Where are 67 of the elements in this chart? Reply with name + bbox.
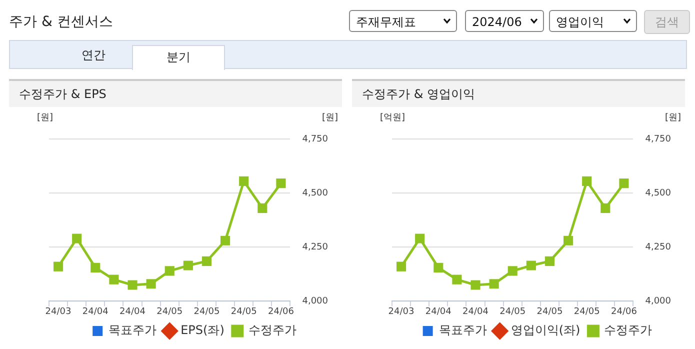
y2-tick-label: 4,250 xyxy=(302,242,328,252)
x-tick-label: 24/03 xyxy=(388,306,414,317)
text: 주가 & 컨센서스 xyxy=(9,13,113,31)
point xyxy=(564,236,574,246)
x-tick-label: 24/06 xyxy=(610,306,638,317)
point xyxy=(128,280,138,290)
x-tick-label: 24/06 xyxy=(268,306,294,317)
legend-label: 수정주가 xyxy=(248,323,296,338)
y-axis-title: [억원] xyxy=(380,112,406,123)
point xyxy=(258,203,268,213)
x-tick-label: 24/05 xyxy=(194,306,220,317)
legend-label: 목표주가 xyxy=(438,323,487,338)
chart-title: 수정주가 & EPS xyxy=(9,81,342,107)
x-tick-label: 24/04 xyxy=(120,306,146,317)
legend-label: 수정주가 xyxy=(604,323,652,338)
point xyxy=(239,176,249,186)
x-tick-label: 24/04 xyxy=(462,306,489,317)
point xyxy=(146,279,156,289)
text: 영업이익 xyxy=(556,14,604,31)
point xyxy=(582,176,592,186)
point xyxy=(183,260,193,270)
point xyxy=(415,234,425,244)
text: 분기 xyxy=(132,45,225,70)
y2-tick-label: 4,500 xyxy=(645,188,672,198)
x-tick-label: 24/03 xyxy=(45,306,72,317)
y2-axis-title: [원] xyxy=(322,112,338,123)
x-tick-label: 24/05 xyxy=(536,306,563,317)
point xyxy=(489,279,499,289)
x-tick-label: 24/04 xyxy=(82,306,109,317)
x-tick-label: 24/05 xyxy=(500,306,526,317)
x-tick-label: 24/05 xyxy=(156,306,183,317)
point xyxy=(53,262,64,272)
point xyxy=(508,266,518,276)
y-axis-title: [원] xyxy=(37,112,54,123)
text: 주재무제표 xyxy=(356,14,416,31)
text: 연간 xyxy=(80,47,106,64)
y2-axis-title: [원] xyxy=(664,112,681,123)
legend-label: EPS(좌) xyxy=(180,323,224,338)
point xyxy=(220,236,230,246)
y2-tick-label: 4,750 xyxy=(302,134,328,144)
chart-title: 수정주가 & 영업이익 xyxy=(352,81,685,107)
y2-tick-label: 4,500 xyxy=(302,188,328,198)
point xyxy=(90,262,100,272)
point xyxy=(452,274,462,284)
text: 검색 xyxy=(644,10,690,34)
point xyxy=(619,178,629,188)
legend-label: 목표주가 xyxy=(108,323,157,338)
point xyxy=(276,178,286,188)
point xyxy=(526,260,536,270)
y2-tick-label: 4,000 xyxy=(645,296,672,307)
point xyxy=(434,262,444,272)
point xyxy=(544,256,555,266)
y2-tick-label: 4,250 xyxy=(645,242,672,252)
y2-tick-label: 4,000 xyxy=(302,296,328,307)
legend-label: 영업이익(좌) xyxy=(510,323,580,338)
point xyxy=(396,262,406,272)
point xyxy=(72,234,82,244)
x-tick-label: 24/04 xyxy=(425,306,452,317)
text: 2024/06 xyxy=(472,14,522,31)
point xyxy=(164,266,174,276)
y2-tick-label: 4,750 xyxy=(645,134,672,144)
point xyxy=(470,280,480,290)
point xyxy=(202,256,212,266)
point xyxy=(109,274,119,284)
x-tick-label: 24/05 xyxy=(230,306,257,317)
x-tick-label: 24/05 xyxy=(574,306,600,317)
point xyxy=(600,203,610,213)
